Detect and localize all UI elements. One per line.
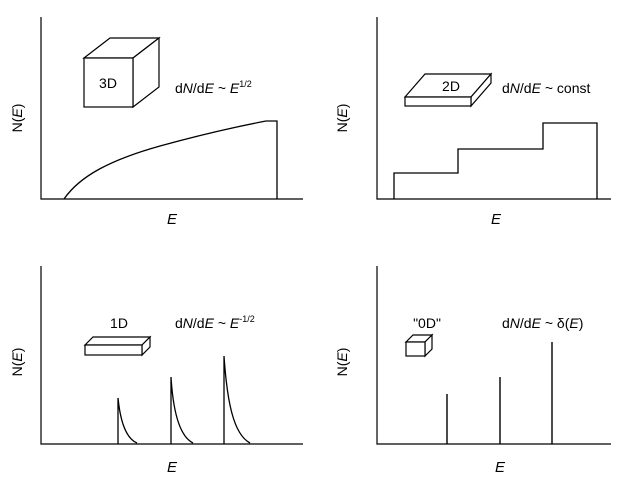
dos-formula: dN/dE ~ const — [502, 80, 590, 96]
subband-peak-3 — [223, 355, 251, 444]
axes — [40, 17, 303, 200]
x-axis-label: E — [167, 459, 178, 476]
x-axis-label: E — [167, 211, 178, 228]
dos-formula: dN/dE ~ E1/2 — [175, 79, 252, 96]
panel-3d: N(E) E 3D dN/dE ~ E1/2 — [9, 17, 303, 228]
dos-spikes-inverse-sqrt — [117, 355, 251, 444]
cube-3d-icon — [82, 36, 161, 109]
dot-0d-icon — [404, 333, 434, 358]
axes — [376, 17, 611, 200]
dos-staircase — [393, 122, 598, 199]
dos-curve-sqrt — [63, 120, 278, 200]
box-label: 1D — [110, 315, 128, 331]
y-axis-label: N(E) — [334, 104, 350, 133]
dos-formula: dN/dE ~ δ(E) — [502, 315, 583, 331]
x-axis-label: E — [495, 459, 506, 476]
subband-peak-1 — [117, 397, 138, 444]
box-label: "0D" — [413, 315, 441, 331]
wire-1d-icon — [83, 335, 152, 357]
axes — [376, 266, 611, 445]
y-axis-label: N(E) — [9, 348, 25, 377]
subband-peak-2 — [170, 376, 194, 444]
dos-delta-lines — [446, 342, 553, 444]
y-axis-label: N(E) — [334, 348, 350, 377]
panel-0d: N(E) E "0D" dN/dE ~ δ(E) — [334, 266, 611, 476]
x-axis-label: E — [491, 211, 502, 228]
slab-2d-icon — [403, 72, 493, 108]
box-label: 2D — [442, 78, 460, 94]
box-label: 3D — [99, 75, 117, 91]
axes — [40, 266, 303, 445]
panel-2d: N(E) E 2D dN/dE ~ const — [334, 17, 611, 228]
y-axis-label: N(E) — [9, 104, 25, 133]
panel-1d: N(E) E 1D dN/dE ~ E-1/2 — [9, 266, 303, 476]
dos-formula: dN/dE ~ E-1/2 — [175, 314, 255, 331]
